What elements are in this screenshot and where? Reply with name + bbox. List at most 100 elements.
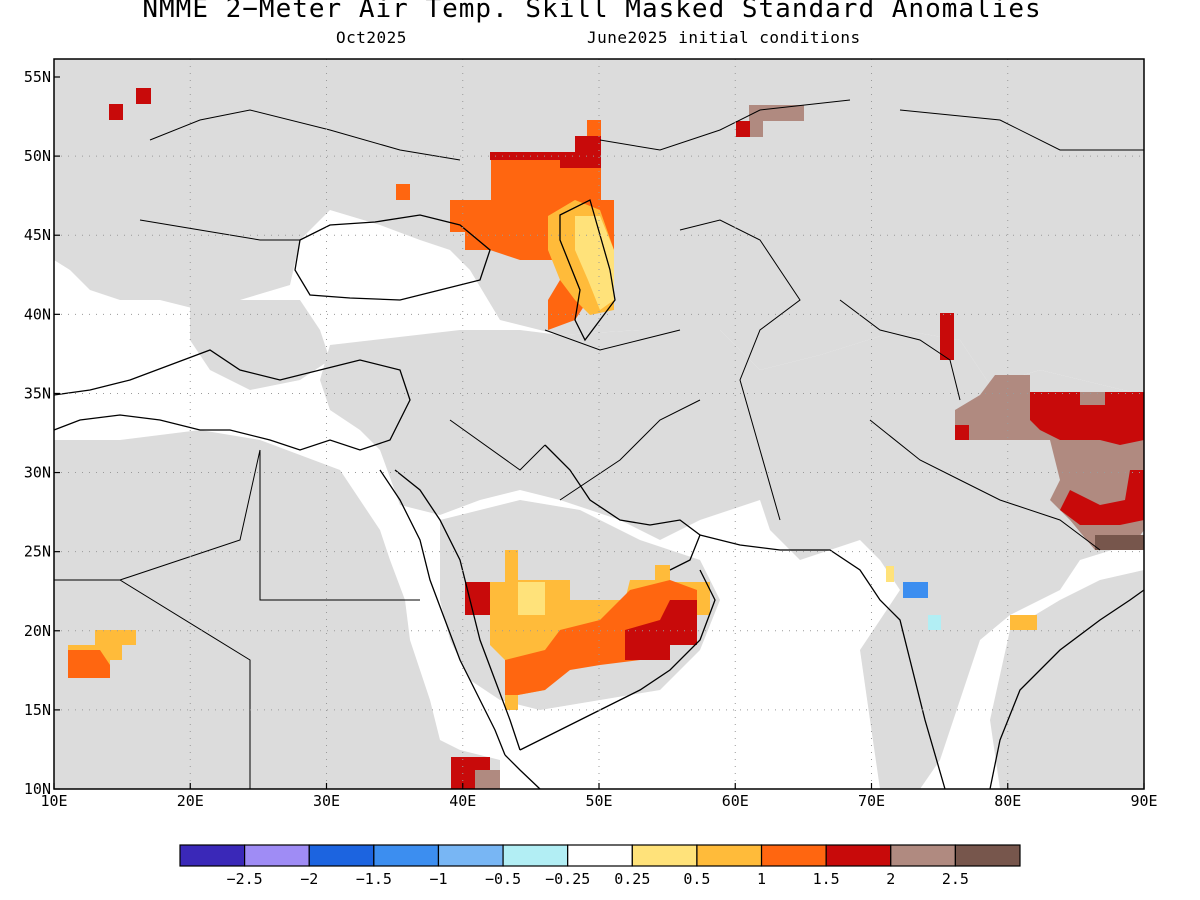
anomaly-cell [625, 600, 697, 660]
border-line [839, 299, 961, 401]
colorbar-label: 0.5 [683, 870, 710, 888]
coast-arabia-south [519, 569, 716, 751]
anomaly-cell [1095, 535, 1144, 550]
border-line [559, 399, 701, 501]
lon-label: 90E [1130, 792, 1157, 810]
colorbar-swatch [567, 844, 633, 867]
anomaly-cell [575, 216, 614, 310]
colorbar-label: −2.5 [227, 870, 263, 888]
border-line [149, 109, 461, 161]
border-line [899, 109, 1144, 151]
lon-label: 70E [858, 792, 885, 810]
initial-conditions: June2025 initial conditions [587, 28, 861, 47]
lat-label: 25N [24, 543, 51, 561]
colorbar-label: −1 [429, 870, 447, 888]
coastlines [53, 199, 1145, 790]
anomaly-cell [1060, 470, 1144, 525]
anomaly-cell [490, 136, 601, 168]
colorbar-label: −0.5 [485, 870, 521, 888]
lat-label: 55N [24, 68, 51, 86]
coast-red-sea [379, 469, 506, 756]
colorbar-swatch [373, 844, 440, 867]
anomaly-cell [396, 184, 410, 200]
mask-middle-east [320, 330, 1144, 789]
colorbar-swatch [760, 844, 827, 867]
colorbar-labels: −2.5 −2 −1.5 −1 −0.5 −0.25 0.25 0.5 1 1.5 2 2.5 [227, 870, 969, 888]
anomaly-cell [940, 313, 954, 360]
border-line [679, 219, 801, 521]
mask-balkans [190, 300, 330, 390]
anomaly-cell [465, 582, 490, 615]
anomaly-cell [68, 650, 110, 678]
lon-axis-labels: 10E 20E 30E 40E 50E 60E 70E 80E 90E [40, 792, 1157, 810]
border-line [599, 99, 851, 151]
colorbar-swatch [696, 844, 763, 867]
lat-axis-labels: 55N 50N 45N 40N 35N 30N 25N 20N 15N 10N [24, 68, 51, 798]
border-line [259, 450, 420, 601]
colorbar-swatch [954, 844, 1021, 867]
border-line [869, 419, 1101, 551]
colorbar-swatch [631, 844, 698, 867]
anomaly-cell [1030, 392, 1144, 445]
anomaly-cell [136, 88, 151, 104]
axis-ticks [53, 76, 1145, 790]
colorbar-label: −1.5 [356, 870, 392, 888]
lat-label: 40N [24, 305, 51, 323]
lat-label: 15N [24, 701, 51, 719]
colorbar-label: 2.5 [942, 870, 969, 888]
coast-caspian [559, 199, 616, 342]
border-line [544, 329, 681, 351]
gridlines [54, 59, 1144, 789]
colorbar-swatch [502, 844, 569, 867]
anomaly-cell [903, 582, 928, 598]
mask-africa [54, 430, 500, 789]
lat-label: 20N [24, 622, 51, 640]
colorbar-swatch [825, 844, 892, 867]
colorbar-label: 1 [757, 870, 766, 888]
colorbar-swatch [437, 844, 504, 867]
coast-africa-horn [504, 754, 541, 790]
colorbar-label: −0.25 [545, 870, 590, 888]
colorbar-swatch [308, 844, 375, 867]
map-title: NMME 2−Meter Air Temp. Skill Masked Stan… [142, 0, 1042, 24]
country-borders [54, 99, 1144, 789]
anomaly-cell [109, 104, 123, 120]
lat-label: 30N [24, 464, 51, 482]
lon-label: 30E [313, 792, 340, 810]
anomaly-cell [955, 425, 969, 440]
lon-label: 10E [40, 792, 67, 810]
border-line [119, 449, 261, 581]
lat-label: 50N [24, 147, 51, 165]
anomaly-cell [928, 615, 941, 630]
coast-black-sea [294, 214, 491, 301]
anomaly-cell [749, 105, 804, 137]
coast-mediterranean [53, 349, 411, 451]
colorbar-label: 2 [886, 870, 895, 888]
anomaly-cell [886, 566, 894, 582]
colorbar-swatch [890, 844, 956, 867]
coast-india-east [989, 589, 1145, 790]
lon-label: 80E [994, 792, 1021, 810]
lat-label: 10N [24, 780, 51, 798]
anomaly-cell [518, 582, 545, 615]
colorbar-label: 1.5 [813, 870, 840, 888]
lon-label: 20E [177, 792, 204, 810]
forecast-month: Oct2025 [336, 28, 407, 47]
lat-label: 35N [24, 384, 51, 402]
lon-label: 60E [722, 792, 749, 810]
anomaly-fills [68, 88, 1144, 789]
colorbar-label: 0.25 [614, 870, 650, 888]
coast-pakistan-india [699, 534, 946, 790]
coast-red-sea-east [394, 469, 521, 751]
anomaly-cell [475, 770, 500, 789]
colorbar-swatch [179, 844, 246, 867]
colorbar-label: −2 [300, 870, 318, 888]
colorbar [179, 844, 1021, 867]
anomaly-cell [1010, 615, 1037, 630]
anomaly-cell [736, 121, 750, 137]
border-line [54, 579, 251, 789]
lat-label: 45N [24, 226, 51, 244]
lon-label: 40E [449, 792, 476, 810]
border-line [449, 419, 546, 471]
